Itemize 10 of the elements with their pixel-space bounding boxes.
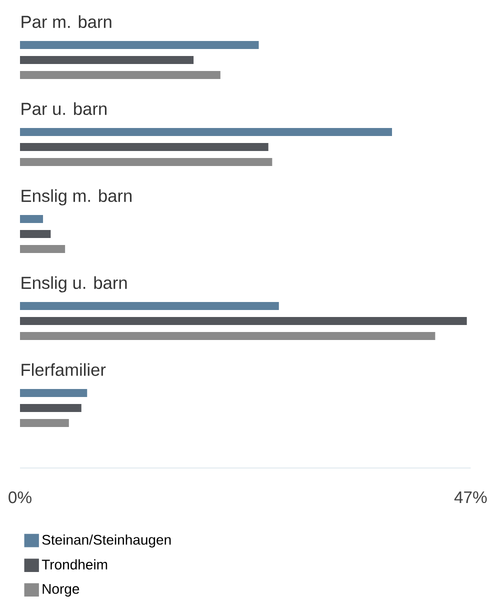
- x-tick-label: 47%: [454, 491, 487, 504]
- legend-label: Steinan/Steinhaugen: [42, 534, 171, 548]
- legend-label: Trondheim: [42, 559, 108, 570]
- y-tick-label: Par u. barn: [22, 102, 106, 116]
- y-tick-label: Flerfamilier: [22, 363, 106, 376]
- x-tick-label: 0%: [8, 491, 32, 504]
- y-tick-label: Enslig u. barn: [22, 276, 127, 292]
- legend-label: Norge: [42, 584, 80, 597]
- y-tick-label: Par m. barn: [22, 15, 112, 28]
- y-tick-label: Enslig m. barn: [22, 189, 132, 206]
